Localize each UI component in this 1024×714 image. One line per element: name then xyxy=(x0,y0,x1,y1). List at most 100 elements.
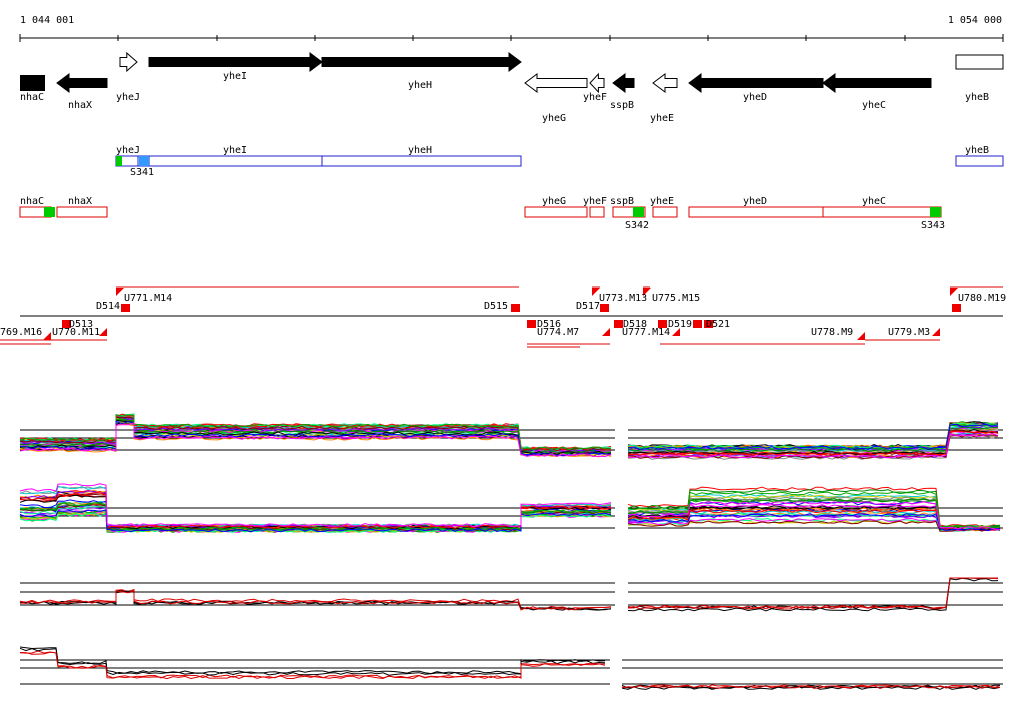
site xyxy=(930,207,941,217)
box-label: yheF xyxy=(583,196,607,207)
promoter xyxy=(592,288,600,296)
gene-label: yheG xyxy=(542,113,566,124)
transcript-label: U771.M14 xyxy=(124,293,172,304)
expr-line xyxy=(19,491,612,529)
expr-line xyxy=(627,421,999,449)
expr-line xyxy=(627,491,1001,529)
transcript-label: U773.M13 xyxy=(599,293,647,304)
red-box xyxy=(56,206,108,218)
box-label: nhaC xyxy=(20,196,44,207)
box-label: yheB xyxy=(965,145,989,156)
terminator xyxy=(658,320,667,328)
terminator xyxy=(600,304,609,312)
gene-arrow xyxy=(612,73,635,93)
blue-box xyxy=(955,155,1004,167)
terminator xyxy=(704,320,713,328)
blue-box xyxy=(321,155,522,167)
expr-line xyxy=(627,520,1001,532)
ruler-ticks xyxy=(19,34,1004,42)
expr-line xyxy=(627,429,999,455)
promoter xyxy=(950,288,958,296)
site xyxy=(116,156,122,166)
expr-line xyxy=(19,588,612,610)
expr-line xyxy=(19,485,612,528)
ruler-start: 1 044 001 xyxy=(20,15,74,26)
transcript-label: D515 xyxy=(484,301,508,312)
transcript-label: U775.M15 xyxy=(652,293,700,304)
box-label: yheJ xyxy=(116,145,140,156)
expr-line xyxy=(627,577,998,609)
expr-line xyxy=(19,490,612,529)
red-box xyxy=(688,206,824,218)
expr-line xyxy=(19,489,612,529)
site-label: S342 xyxy=(625,220,649,231)
terminator xyxy=(527,320,536,328)
gene-arrow xyxy=(148,52,323,72)
promoter xyxy=(672,328,680,336)
expr-line xyxy=(19,651,606,680)
transcript-label: U779.M3 xyxy=(888,327,930,338)
expr-line xyxy=(19,414,611,451)
blue-box xyxy=(148,155,323,167)
expression-tracks xyxy=(19,413,1003,690)
terminator xyxy=(952,304,961,312)
promoter xyxy=(857,332,865,340)
promoter xyxy=(116,288,124,296)
transcript-label: U774.M7 xyxy=(537,327,579,338)
promoter xyxy=(602,328,610,336)
expr-line xyxy=(628,423,999,450)
gene-arrow xyxy=(589,72,605,94)
red-box xyxy=(589,206,605,218)
site xyxy=(44,207,55,217)
transcript-label: D519 xyxy=(668,319,692,330)
expr-line xyxy=(19,647,606,676)
gene-label: yheD xyxy=(743,92,767,103)
terminator xyxy=(614,320,623,328)
gene-label: yheE xyxy=(650,113,674,124)
gene-arrows xyxy=(0,51,1004,348)
gene-label: sspB xyxy=(610,100,634,111)
gene-label: yheI xyxy=(223,71,247,82)
gene-arrow xyxy=(119,51,138,73)
box-label: sspB xyxy=(610,196,634,207)
gene-label: nhaX xyxy=(68,100,92,111)
gene-arrow xyxy=(56,73,108,93)
expr-line xyxy=(627,422,999,450)
expr-line xyxy=(627,422,999,450)
gene-label: yheB xyxy=(965,92,989,103)
transcript-label: U777.M14 xyxy=(622,327,670,338)
box-label: yheC xyxy=(862,196,886,207)
promoter xyxy=(99,328,107,336)
box-label: yheD xyxy=(743,196,767,207)
expr-line xyxy=(627,577,999,612)
gene-block xyxy=(955,54,1004,70)
terminator xyxy=(121,304,130,312)
transcript-label: U770.M11 xyxy=(52,327,100,338)
red-box xyxy=(822,206,942,218)
red-box xyxy=(652,206,678,218)
expr-line xyxy=(627,577,999,610)
gene-arrow xyxy=(524,73,588,93)
transcript-label: D518 xyxy=(623,319,647,330)
terminator xyxy=(511,304,520,312)
transcript-label: 769.M16 xyxy=(0,327,42,338)
terminator xyxy=(693,320,702,328)
site-label: S341 xyxy=(130,167,154,178)
gene-arrow xyxy=(688,73,824,93)
gene-label: yheF xyxy=(583,92,607,103)
box-label: yheE xyxy=(650,196,674,207)
expr-line xyxy=(19,492,612,529)
box-label: yheI xyxy=(223,145,247,156)
expr-line xyxy=(19,502,612,531)
expr-line xyxy=(621,685,1001,690)
expr-line xyxy=(627,433,999,459)
expr-line xyxy=(627,513,1001,532)
gene-label: yheH xyxy=(408,80,432,91)
promoter xyxy=(932,328,940,336)
site-label: S343 xyxy=(921,220,945,231)
transcript-label: D513 xyxy=(69,319,93,330)
expr-line xyxy=(627,422,999,449)
expr-line xyxy=(19,483,612,528)
expr-line xyxy=(19,589,612,611)
